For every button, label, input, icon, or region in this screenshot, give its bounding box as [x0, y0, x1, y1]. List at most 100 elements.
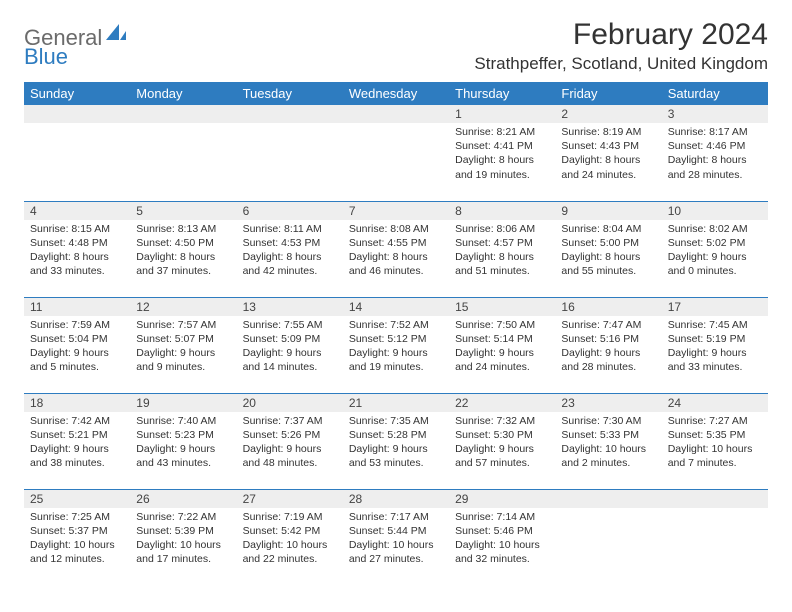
calendar-week: 1Sunrise: 8:21 AMSunset: 4:41 PMDaylight… [24, 105, 768, 201]
day-detail-line: Daylight: 8 hours [668, 153, 762, 167]
day-detail-line: Daylight: 10 hours [561, 442, 655, 456]
day-detail-line: Sunset: 5:07 PM [136, 332, 230, 346]
day-details: Sunrise: 8:06 AMSunset: 4:57 PMDaylight:… [449, 220, 555, 283]
day-detail-line: Sunrise: 8:02 AM [668, 222, 762, 236]
day-number: 17 [662, 298, 768, 316]
calendar-week: 18Sunrise: 7:42 AMSunset: 5:21 PMDayligh… [24, 393, 768, 489]
day-detail-line: Sunset: 5:16 PM [561, 332, 655, 346]
calendar-cell: 24Sunrise: 7:27 AMSunset: 5:35 PMDayligh… [662, 393, 768, 489]
day-detail-line: Sunrise: 7:55 AM [243, 318, 337, 332]
day-details [662, 508, 768, 514]
day-detail-line: and 19 minutes. [455, 168, 549, 182]
day-detail-line: Sunset: 4:50 PM [136, 236, 230, 250]
day-number: 4 [24, 202, 130, 220]
day-number: 26 [130, 490, 236, 508]
day-number-row: 26 [130, 490, 236, 508]
day-number-row: 12 [130, 298, 236, 316]
day-number: 12 [130, 298, 236, 316]
day-number [24, 105, 130, 123]
day-detail-line: Sunrise: 7:59 AM [30, 318, 124, 332]
day-detail-line: Sunrise: 8:06 AM [455, 222, 549, 236]
day-detail-line: Daylight: 8 hours [243, 250, 337, 264]
calendar-cell: 27Sunrise: 7:19 AMSunset: 5:42 PMDayligh… [237, 489, 343, 585]
day-detail-line: Sunset: 5:33 PM [561, 428, 655, 442]
day-number: 9 [555, 202, 661, 220]
day-detail-line: and 33 minutes. [668, 360, 762, 374]
day-number-row: 16 [555, 298, 661, 316]
day-number: 1 [449, 105, 555, 123]
day-detail-line: Sunrise: 8:17 AM [668, 125, 762, 139]
title-block: February 2024 Strathpeffer, Scotland, Un… [474, 18, 768, 74]
day-detail-line: and 12 minutes. [30, 552, 124, 566]
day-detail-line: and 5 minutes. [30, 360, 124, 374]
day-detail-line: Daylight: 9 hours [30, 346, 124, 360]
day-detail-line: Sunrise: 7:37 AM [243, 414, 337, 428]
day-number: 24 [662, 394, 768, 412]
day-detail-line: Sunrise: 7:40 AM [136, 414, 230, 428]
day-detail-line: and 9 minutes. [136, 360, 230, 374]
day-number: 16 [555, 298, 661, 316]
day-details: Sunrise: 7:40 AMSunset: 5:23 PMDaylight:… [130, 412, 236, 475]
day-detail-line: and 37 minutes. [136, 264, 230, 278]
day-details: Sunrise: 7:59 AMSunset: 5:04 PMDaylight:… [24, 316, 130, 379]
day-detail-line: Sunset: 4:48 PM [30, 236, 124, 250]
calendar-cell [130, 105, 236, 201]
day-detail-line: Sunrise: 7:42 AM [30, 414, 124, 428]
day-number-row: 6 [237, 202, 343, 220]
calendar-cell: 17Sunrise: 7:45 AMSunset: 5:19 PMDayligh… [662, 297, 768, 393]
calendar-cell: 11Sunrise: 7:59 AMSunset: 5:04 PMDayligh… [24, 297, 130, 393]
day-detail-line: Sunset: 4:55 PM [349, 236, 443, 250]
month-title: February 2024 [474, 18, 768, 52]
day-detail-line: Sunset: 5:26 PM [243, 428, 337, 442]
day-header: Friday [555, 82, 661, 105]
day-detail-line: Sunrise: 7:52 AM [349, 318, 443, 332]
day-detail-line: Daylight: 10 hours [30, 538, 124, 552]
day-detail-line: and 55 minutes. [561, 264, 655, 278]
day-detail-line: Daylight: 10 hours [243, 538, 337, 552]
day-number-row [555, 490, 661, 508]
calendar-cell: 2Sunrise: 8:19 AMSunset: 4:43 PMDaylight… [555, 105, 661, 201]
day-details [555, 508, 661, 514]
day-details: Sunrise: 7:22 AMSunset: 5:39 PMDaylight:… [130, 508, 236, 571]
day-details [24, 123, 130, 129]
day-detail-line: Sunrise: 7:30 AM [561, 414, 655, 428]
day-detail-line: Sunrise: 7:57 AM [136, 318, 230, 332]
day-details: Sunrise: 8:08 AMSunset: 4:55 PMDaylight:… [343, 220, 449, 283]
day-detail-line: Sunset: 5:12 PM [349, 332, 443, 346]
calendar-cell: 9Sunrise: 8:04 AMSunset: 5:00 PMDaylight… [555, 201, 661, 297]
day-number-row: 11 [24, 298, 130, 316]
day-number-row: 17 [662, 298, 768, 316]
day-number-row: 23 [555, 394, 661, 412]
calendar-cell: 26Sunrise: 7:22 AMSunset: 5:39 PMDayligh… [130, 489, 236, 585]
day-number: 22 [449, 394, 555, 412]
day-details: Sunrise: 7:25 AMSunset: 5:37 PMDaylight:… [24, 508, 130, 571]
calendar-cell: 29Sunrise: 7:14 AMSunset: 5:46 PMDayligh… [449, 489, 555, 585]
day-detail-line: Daylight: 10 hours [136, 538, 230, 552]
day-number-row: 5 [130, 202, 236, 220]
calendar-cell: 23 Sunrise: 7:30 AMSunset: 5:33 PMDayligh… [555, 393, 661, 489]
day-number-row: 13 [237, 298, 343, 316]
calendar-week: 11Sunrise: 7:59 AMSunset: 5:04 PMDayligh… [24, 297, 768, 393]
day-detail-line: Sunset: 4:53 PM [243, 236, 337, 250]
day-number-row: 3 [662, 105, 768, 123]
day-detail-line: and 28 minutes. [668, 168, 762, 182]
day-detail-line: and 43 minutes. [136, 456, 230, 470]
day-detail-line: Sunset: 5:19 PM [668, 332, 762, 346]
day-detail-line: and 57 minutes. [455, 456, 549, 470]
day-details: Sunrise: 7:42 AMSunset: 5:21 PMDaylight:… [24, 412, 130, 475]
calendar-cell: 10Sunrise: 8:02 AMSunset: 5:02 PMDayligh… [662, 201, 768, 297]
day-number-row: 15 [449, 298, 555, 316]
day-detail-line: Daylight: 9 hours [455, 442, 549, 456]
day-detail-line: Sunset: 4:57 PM [455, 236, 549, 250]
brand-sail-icon [106, 24, 126, 45]
day-details [130, 123, 236, 129]
day-detail-line: Daylight: 8 hours [136, 250, 230, 264]
day-details: Sunrise: 7:35 AMSunset: 5:28 PMDaylight:… [343, 412, 449, 475]
day-detail-line: Daylight: 9 hours [136, 346, 230, 360]
day-details: Sunrise: 7:17 AMSunset: 5:44 PMDaylight:… [343, 508, 449, 571]
day-number: 28 [343, 490, 449, 508]
calendar-cell: 12 Sunrise: 7:57 AMSunset: 5:07 PMDayligh… [130, 297, 236, 393]
day-number-row [237, 105, 343, 123]
day-detail-line: Sunrise: 7:27 AM [668, 414, 762, 428]
calendar-cell: 15Sunrise: 7:50 AMSunset: 5:14 PMDayligh… [449, 297, 555, 393]
